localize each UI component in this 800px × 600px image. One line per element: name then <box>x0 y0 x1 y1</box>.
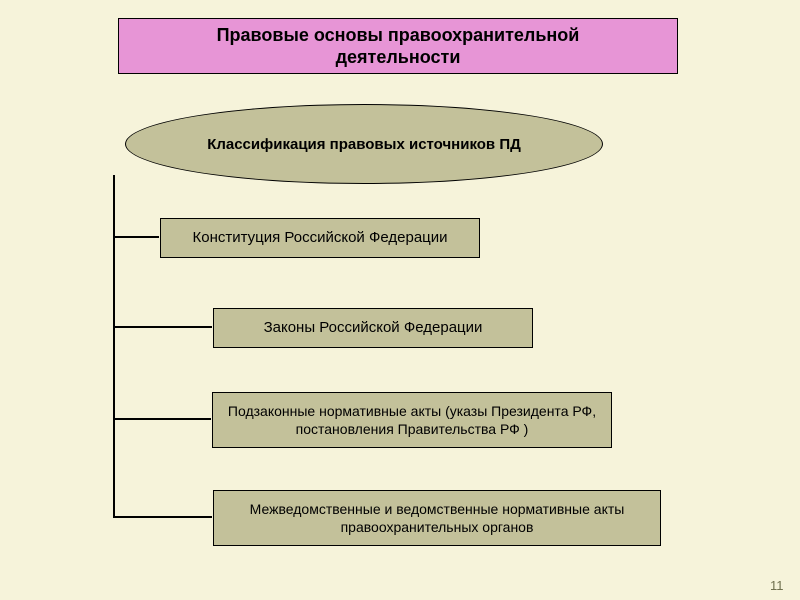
classification-ellipse: Классификация правовых источников ПД <box>125 104 603 184</box>
ellipse-label: Классификация правовых источников ПД <box>207 136 521 153</box>
slide-title: Правовые основы правоохранительнойдеятел… <box>118 18 678 74</box>
connector-stub <box>113 175 115 177</box>
connector-branch-1 <box>113 326 212 328</box>
hierarchy-box-label: Подзаконные нормативные акты (указы През… <box>221 402 603 438</box>
connector-branch-2 <box>113 418 211 420</box>
hierarchy-box-0: Конституция Российской Федерации <box>160 218 480 258</box>
connector-branch-3 <box>113 516 212 518</box>
hierarchy-box-3: Межведомственные и ведомственные нормати… <box>213 490 661 546</box>
hierarchy-box-label: Законы Российской Федерации <box>264 318 483 338</box>
connector-spine <box>113 175 115 518</box>
hierarchy-box-label: Межведомственные и ведомственные нормати… <box>222 500 652 536</box>
slide-canvas: Правовые основы правоохранительнойдеятел… <box>0 0 800 600</box>
connector-branch-0 <box>113 236 159 238</box>
title-line2: деятельности <box>336 46 461 69</box>
hierarchy-box-label: Конституция Российской Федерации <box>192 228 447 248</box>
page-number: 11 <box>770 578 784 593</box>
hierarchy-box-2: Подзаконные нормативные акты (указы През… <box>212 392 612 448</box>
hierarchy-box-1: Законы Российской Федерации <box>213 308 533 348</box>
title-line1: Правовые основы правоохранительной <box>217 24 580 47</box>
